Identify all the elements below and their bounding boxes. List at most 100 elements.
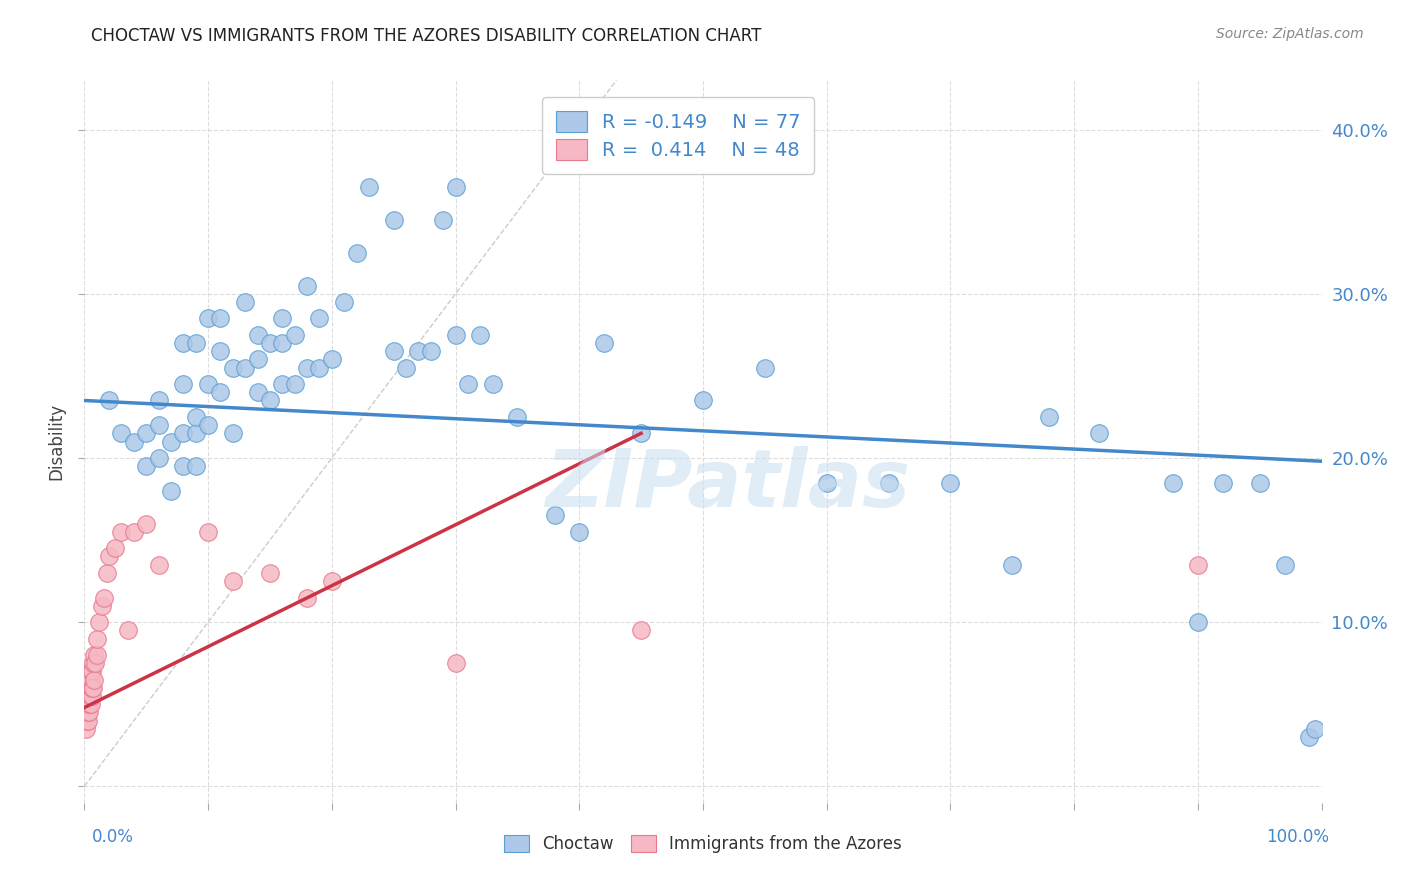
Point [79, 689, 101, 703]
Point [135, 459, 157, 474]
Point [148, 418, 170, 433]
Point [259, 393, 281, 408]
Point [209, 344, 232, 359]
Point [357, 180, 380, 194]
Point [172, 459, 194, 474]
Point [1298, 730, 1320, 744]
Point [75, 706, 97, 720]
Point [79, 673, 101, 687]
Point [233, 295, 256, 310]
Point [122, 434, 145, 449]
Point [77, 706, 100, 720]
Point [382, 344, 405, 359]
Point [110, 524, 132, 539]
Point [246, 385, 269, 400]
Point [79, 681, 101, 695]
Point [308, 311, 330, 326]
Point [77, 698, 100, 712]
Point [96, 566, 118, 580]
Point [98, 549, 121, 564]
Point [295, 591, 318, 605]
Point [259, 336, 281, 351]
Legend: Choctaw, Immigrants from the Azores: Choctaw, Immigrants from the Azores [498, 828, 908, 860]
Point [284, 327, 307, 342]
Point [79, 665, 101, 679]
Point [246, 352, 269, 367]
Point [1305, 722, 1327, 736]
Y-axis label: Disability: Disability [48, 403, 66, 480]
Point [77, 689, 100, 703]
Point [543, 508, 565, 523]
Point [172, 426, 194, 441]
Point [295, 360, 318, 375]
Point [98, 393, 121, 408]
Point [172, 377, 194, 392]
Point [1161, 475, 1184, 490]
Point [197, 418, 219, 433]
Point [148, 558, 170, 572]
Point [754, 360, 776, 375]
Point [76, 689, 98, 703]
Point [444, 180, 467, 194]
Point [692, 393, 714, 408]
Point [80, 665, 103, 679]
Point [82, 657, 104, 671]
Point [89, 615, 111, 630]
Point [444, 327, 467, 342]
Point [1088, 426, 1111, 441]
Point [246, 327, 269, 342]
Point [470, 327, 492, 342]
Point [83, 648, 105, 662]
Point [321, 352, 343, 367]
Point [222, 360, 245, 375]
Point [1187, 558, 1209, 572]
Point [209, 311, 232, 326]
Point [90, 599, 112, 613]
Point [877, 475, 900, 490]
Point [122, 524, 145, 539]
Point [457, 377, 479, 392]
Point [333, 295, 356, 310]
Point [75, 722, 97, 736]
Point [79, 698, 101, 712]
Point [222, 426, 245, 441]
Point [233, 360, 256, 375]
Point [86, 648, 108, 662]
Point [271, 377, 294, 392]
Point [184, 459, 207, 474]
Point [77, 714, 100, 728]
Point [481, 377, 503, 392]
Point [568, 524, 591, 539]
Point [346, 245, 368, 260]
Point [80, 689, 103, 703]
Point [271, 311, 294, 326]
Point [444, 657, 467, 671]
Point [86, 632, 108, 646]
Point [110, 426, 132, 441]
Point [1001, 558, 1024, 572]
Point [184, 336, 207, 351]
Point [135, 426, 157, 441]
Point [630, 426, 652, 441]
Point [104, 541, 127, 556]
Point [1274, 558, 1296, 572]
Point [295, 278, 318, 293]
Point [321, 574, 343, 588]
Point [76, 698, 98, 712]
Point [395, 360, 418, 375]
Point [80, 681, 103, 695]
Point [308, 360, 330, 375]
Point [79, 689, 101, 703]
Point [271, 336, 294, 351]
Point [83, 673, 105, 687]
Point [506, 409, 529, 424]
Point [419, 344, 441, 359]
Point [117, 624, 139, 638]
Point [197, 377, 219, 392]
Text: 100.0%: 100.0% [1265, 828, 1329, 846]
Point [1187, 615, 1209, 630]
Point [160, 483, 183, 498]
Point [93, 591, 115, 605]
Point [184, 426, 207, 441]
Point [939, 475, 962, 490]
